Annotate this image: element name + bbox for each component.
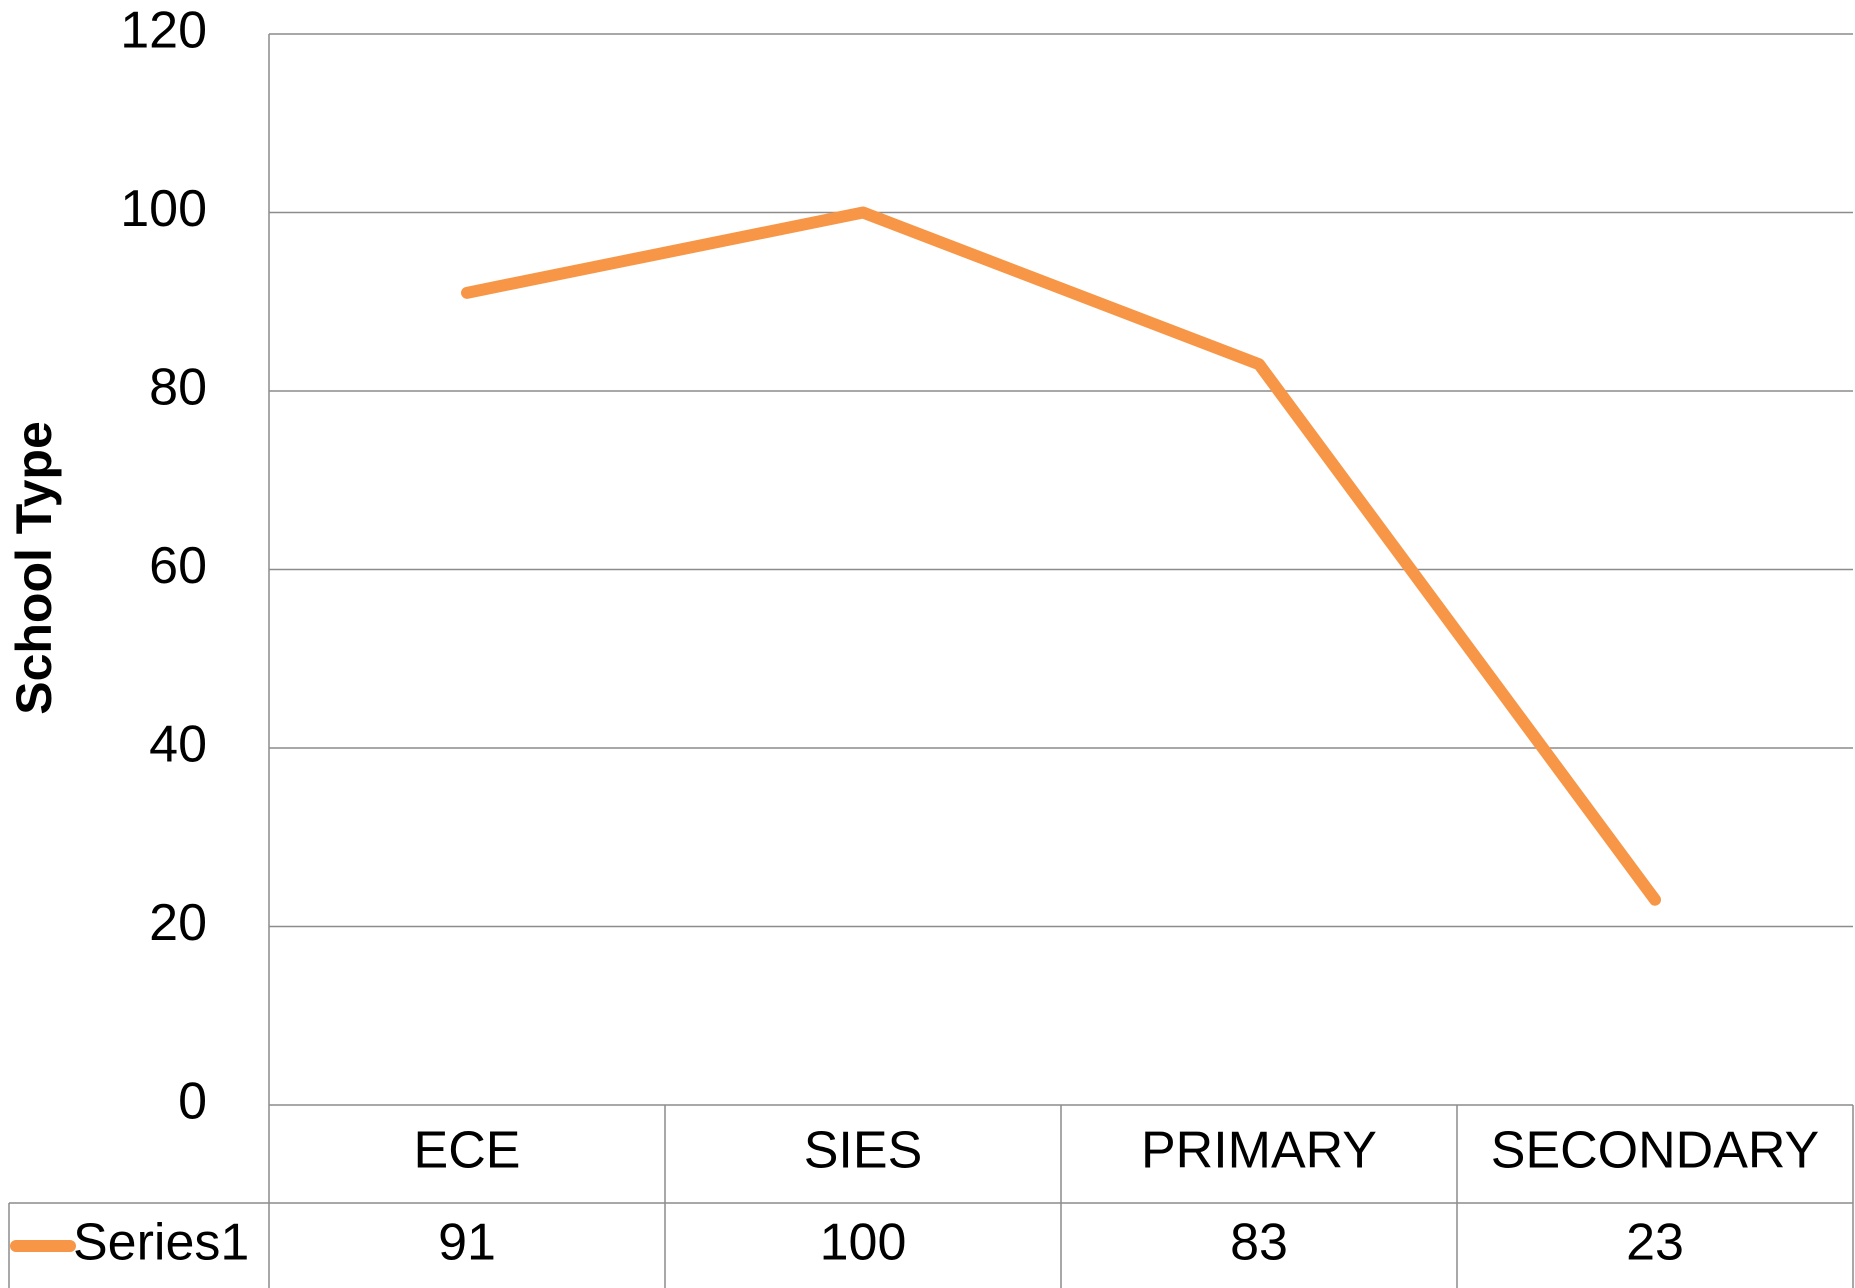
x-tick-label: PRIMARY bbox=[1141, 1122, 1377, 1180]
y-tick-label: 0 bbox=[178, 1073, 207, 1131]
y-tick-label: 40 bbox=[149, 716, 207, 774]
y-tick-label: 80 bbox=[149, 359, 207, 417]
x-tick-label: SECONDARY bbox=[1491, 1122, 1819, 1180]
y-tick-label: 20 bbox=[149, 894, 207, 952]
y-tick-label: 120 bbox=[120, 2, 207, 60]
data-table-value: 91 bbox=[438, 1214, 496, 1272]
series-line bbox=[461, 206, 1661, 906]
x-tick-label: SIES bbox=[804, 1122, 923, 1180]
legend-label: Series1 bbox=[73, 1214, 249, 1272]
y-tick-label: 60 bbox=[149, 537, 207, 595]
data-table-value: 100 bbox=[820, 1214, 907, 1272]
data-table-value: 23 bbox=[1626, 1214, 1684, 1272]
y-axis-label: School Type bbox=[6, 421, 62, 715]
x-tick-label: ECE bbox=[414, 1122, 521, 1180]
data-table-value: 83 bbox=[1230, 1214, 1288, 1272]
y-tick-label: 100 bbox=[120, 180, 207, 238]
